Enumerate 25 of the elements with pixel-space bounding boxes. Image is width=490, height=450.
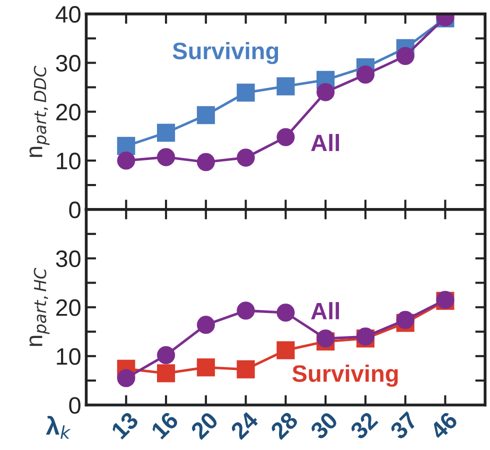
y-tick-label: 20 [56,104,80,120]
y-tick-label: 40 [56,6,80,23]
y-tick-label: 0 [69,202,80,218]
x-tick-label: 37 [389,411,418,440]
y-tick-label: 20 [56,299,80,316]
x-tick-label: 13 [110,410,140,440]
x-axis-title: λ$_{k}$ [46,416,71,439]
series-label: Surviving [172,42,278,64]
y-tick-label: 10 [56,152,80,170]
series-label: All [311,302,339,320]
x-tick-label: 16 [150,410,180,440]
x-tick-label: 30 [309,410,339,440]
series-label: All [311,134,339,152]
x-tick-label: 46 [428,410,458,440]
x-tick-label: 20 [190,410,219,440]
x-tick-label: 32 [349,410,379,440]
x-tick-label: 28 [270,410,299,440]
y-tick-label: 10 [56,348,80,365]
series-label: Surviving [292,364,398,387]
y-tick-label: 30 [56,250,80,268]
y-tick-label: 0 [69,397,80,414]
x-tick-label: 24 [230,410,260,440]
y-axis-title: n$_{part,DDC}$ [29,66,50,157]
y-tick-label: 30 [56,54,80,72]
y-axis-title: n$_{part,HC}$ [29,268,50,346]
